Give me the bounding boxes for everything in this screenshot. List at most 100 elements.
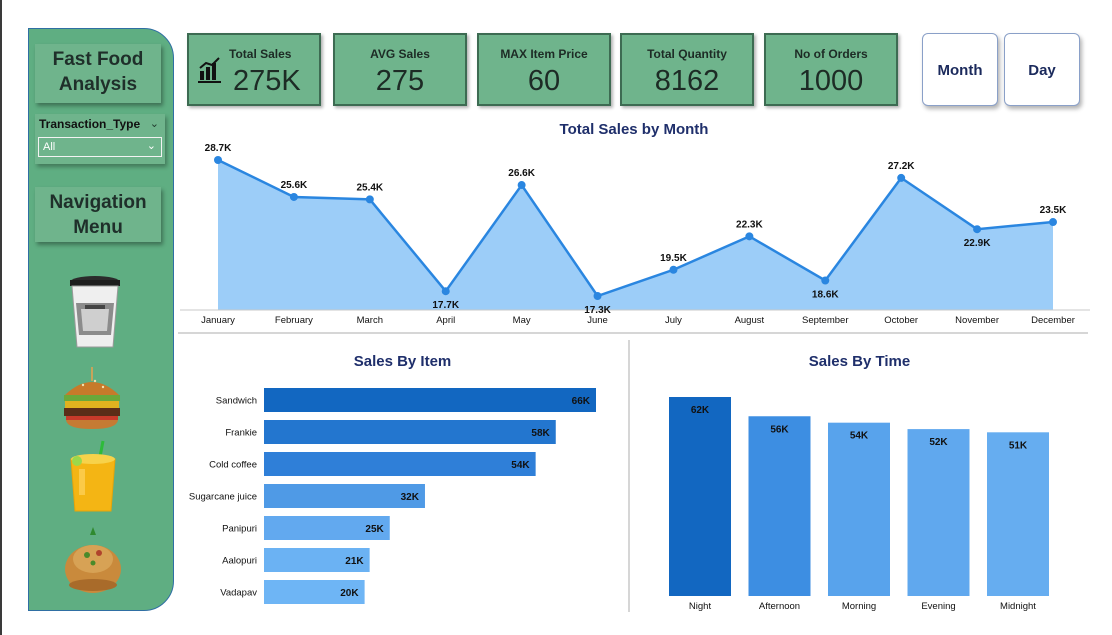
area-fill: [218, 160, 1053, 310]
data-label: 19.5K: [660, 253, 687, 264]
data-label: 17.3K: [584, 305, 611, 316]
time-chart-title: Sales By Time: [808, 353, 911, 370]
data-point: [365, 195, 374, 204]
data-label: 52K: [929, 437, 948, 448]
data-label: 25.6K: [281, 180, 308, 191]
data-label: 23.5K: [1040, 205, 1067, 216]
time-bar: [907, 429, 970, 596]
data-point: [821, 276, 830, 285]
item-chart-title: Sales By Item: [353, 353, 452, 370]
kpi-value: 60: [527, 65, 561, 97]
data-label: 32K: [401, 492, 420, 503]
kpi-value: 275K: [233, 65, 301, 97]
data-label: 27.2K: [888, 161, 915, 172]
y-tick-label: Sandwich: [216, 396, 257, 407]
x-tick-label: February: [275, 315, 313, 326]
panipuri-icon[interactable]: [63, 525, 123, 597]
transaction-type-slicer[interactable]: Transaction_Type ⌄ All ⌄: [35, 114, 165, 164]
sidebar: Fast Food Analysis Transaction_Type ⌄ Al…: [28, 28, 174, 611]
item-bar: [264, 548, 370, 572]
time-bar: [828, 422, 890, 596]
x-tick-label: November: [955, 315, 999, 326]
data-label: 26.6K: [508, 168, 535, 179]
item-bar: [264, 388, 596, 412]
day-button[interactable]: Day: [1004, 33, 1080, 106]
dashboard-title: Fast Food Analysis: [35, 44, 161, 103]
juice-icon[interactable]: [65, 439, 121, 515]
chevron-down-icon[interactable]: ⌄: [149, 118, 159, 130]
kpi-label: AVG Sales: [370, 47, 430, 61]
data-label: 54K: [850, 431, 869, 442]
kpi-total-sales: Total Sales 275K: [187, 33, 321, 106]
y-tick-label: Aalopuri: [222, 556, 257, 567]
data-point: [1049, 218, 1057, 227]
x-tick-label: June: [587, 315, 608, 326]
bar-chart-icon: [198, 57, 221, 83]
data-point: [214, 156, 222, 164]
data-label: 58K: [531, 428, 550, 439]
window-edge: [0, 0, 2, 635]
chevron-down-icon: ⌄: [146, 140, 156, 152]
item-bar: [264, 420, 556, 444]
data-point: [289, 192, 298, 201]
data-label: 28.7K: [205, 143, 232, 154]
data-label: 54K: [511, 460, 530, 471]
monthly-chart-title: Total Sales by Month: [559, 121, 709, 138]
kpi-label: Total Sales: [229, 47, 292, 61]
time-bar: [987, 432, 1049, 596]
sales-by-time-bar-chart: 62K Night 56K Afternoon 54K Morning 52K Evening…: [669, 397, 1049, 612]
x-tick-label: January: [201, 315, 235, 326]
kpi-label: No of Orders: [794, 47, 868, 61]
data-label: 20K: [340, 588, 359, 599]
item-bar: [264, 484, 425, 508]
data-label: 25.4K: [356, 182, 383, 193]
month-button[interactable]: Month: [922, 33, 998, 106]
transaction-type-dropdown[interactable]: All ⌄: [38, 137, 162, 157]
x-tick-label: Evening: [921, 601, 955, 612]
item-bar: [264, 452, 536, 476]
y-tick-label: Cold coffee: [209, 460, 257, 471]
time-bar: [669, 397, 731, 596]
coffee-cup-icon[interactable]: [67, 275, 123, 351]
vertical-divider: [628, 340, 630, 612]
x-tick-label: Afternoon: [759, 601, 800, 612]
data-label: 51K: [1009, 440, 1028, 451]
kpi-no-of-orders: No of Orders 1000: [764, 33, 898, 106]
kpi-avg-sales: AVG Sales 275: [333, 33, 467, 106]
navigation-menu-title: Navigation Menu: [35, 187, 161, 242]
data-label: 25K: [365, 524, 384, 535]
data-label: 66K: [572, 396, 591, 407]
x-tick-label: March: [357, 315, 383, 326]
kpi-value: 8162: [654, 65, 720, 97]
sales-line: [217, 158, 1054, 298]
item-bar: [264, 580, 365, 604]
data-label: 22.9K: [964, 238, 991, 249]
y-tick-label: Panipuri: [222, 524, 257, 535]
item-bar: [264, 516, 390, 540]
x-tick-label: Midnight: [1000, 601, 1036, 612]
data-label: 22.3K: [736, 219, 763, 230]
kpi-max-item-price: MAX Item Price 60: [477, 33, 611, 106]
kpi-label: Total Quantity: [647, 47, 727, 61]
slicer-value: All: [43, 141, 56, 153]
x-tick-label: September: [802, 315, 848, 326]
data-point: [593, 292, 602, 300]
burger-icon[interactable]: [61, 365, 123, 431]
data-label: 17.7K: [432, 300, 459, 311]
x-tick-label: October: [884, 315, 918, 326]
data-label: 18.6K: [812, 289, 839, 300]
y-tick-label: Frankie: [225, 428, 257, 439]
data-point: [669, 265, 678, 274]
x-tick-label: May: [513, 315, 531, 326]
data-point: [897, 173, 906, 182]
kpi-label: MAX Item Price: [500, 47, 588, 61]
kpi-value: 1000: [798, 65, 864, 97]
data-label: 21K: [345, 556, 364, 567]
horizontal-divider: [178, 332, 1088, 334]
data-label: 62K: [691, 405, 710, 416]
x-tick-label: April: [436, 315, 455, 326]
kpi-value: 275: [375, 65, 425, 97]
data-point: [745, 232, 754, 241]
y-tick-label: Sugarcane juice: [189, 492, 257, 503]
slicer-label: Transaction_Type: [39, 117, 141, 131]
